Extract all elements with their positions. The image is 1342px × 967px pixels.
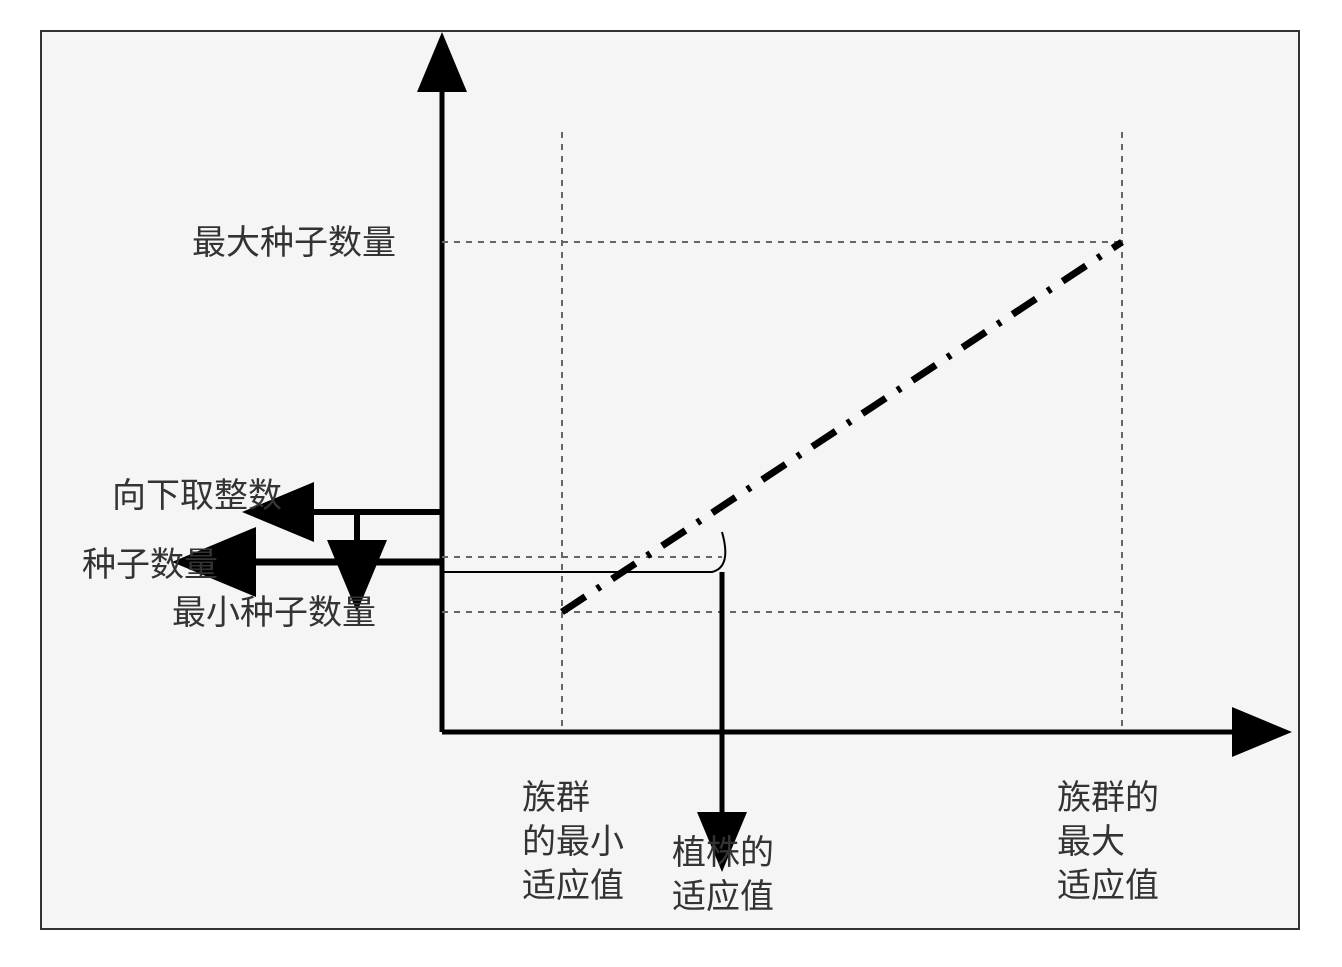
label-x-plant-fitness: 植株的 适应值: [672, 832, 774, 920]
diagram-frame: 最大种子数量 向下取整数 种子数量 最小种子数量 族群 的最小 适应值 植株的 …: [40, 30, 1300, 930]
label-x-max-fitness: 族群的 最大 适应值: [1057, 777, 1159, 910]
label-y-min: 最小种子数量: [172, 592, 376, 636]
label-round-down: 向下取整数: [112, 475, 282, 519]
label-x-min-fitness: 族群 的最小 适应值: [522, 777, 624, 910]
label-seed-count: 种子数量: [82, 544, 218, 588]
indicator-curve: [442, 532, 725, 572]
label-y-max: 最大种子数量: [192, 222, 396, 266]
